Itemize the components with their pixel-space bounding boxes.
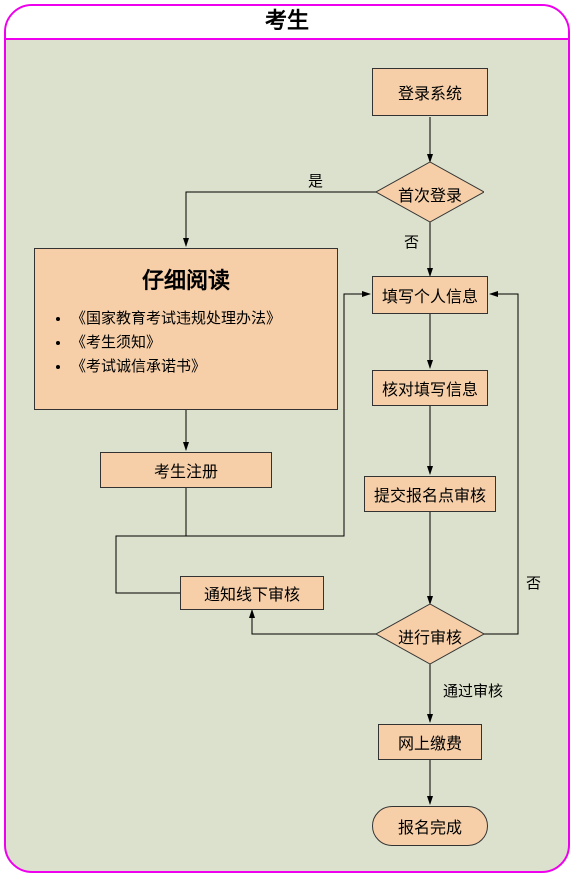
read-item: 《国家教育考试违规处理办法》 (71, 307, 321, 331)
node-register: 考生注册 (100, 452, 272, 488)
read-item: 《考试诚信承诺书》 (71, 355, 321, 379)
node-pay: 网上缴费 (378, 724, 482, 760)
edge-label-yes: 是 (308, 170, 323, 191)
node-offline-audit: 通知线下审核 (180, 576, 324, 610)
node-pay-label: 网上缴费 (398, 730, 462, 754)
node-offline-label: 通知线下审核 (204, 581, 300, 605)
arrows-layer (6, 6, 568, 871)
node-read-carefully: 仔细阅读 《国家教育考试违规处理办法》 《考生须知》 《考试诚信承诺书》 (34, 248, 338, 410)
node-login-label: 登录系统 (398, 80, 462, 104)
node-first-login: 首次登录 (376, 162, 484, 222)
node-submit-label: 提交报名点审核 (374, 482, 486, 506)
node-check-label: 核对填写信息 (382, 376, 478, 400)
node-submit: 提交报名点审核 (364, 476, 496, 512)
node-register-label: 考生注册 (154, 458, 218, 482)
edge-label-pass: 通过审核 (443, 680, 503, 701)
read-item: 《考生须知》 (71, 331, 321, 355)
flowchart-container: 考生 (4, 4, 570, 873)
node-fill-info: 填写个人信息 (372, 276, 488, 314)
node-review: 进行审核 (376, 604, 484, 664)
edge-label-no2: 否 (526, 572, 541, 593)
read-title: 仔细阅读 (51, 263, 321, 295)
canvas: 考生 (0, 0, 572, 875)
node-login: 登录系统 (372, 68, 488, 116)
edge-label-no: 否 (404, 231, 419, 252)
node-done-label: 报名完成 (398, 814, 462, 838)
read-list: 《国家教育考试违规处理办法》 《考生须知》 《考试诚信承诺书》 (51, 307, 321, 379)
node-fill-label: 填写个人信息 (382, 283, 478, 307)
node-review-label: 进行审核 (376, 624, 484, 648)
node-check-info: 核对填写信息 (372, 370, 488, 406)
header-title: 考生 (6, 6, 568, 40)
node-first-login-label: 首次登录 (376, 182, 484, 206)
node-done: 报名完成 (372, 806, 488, 846)
